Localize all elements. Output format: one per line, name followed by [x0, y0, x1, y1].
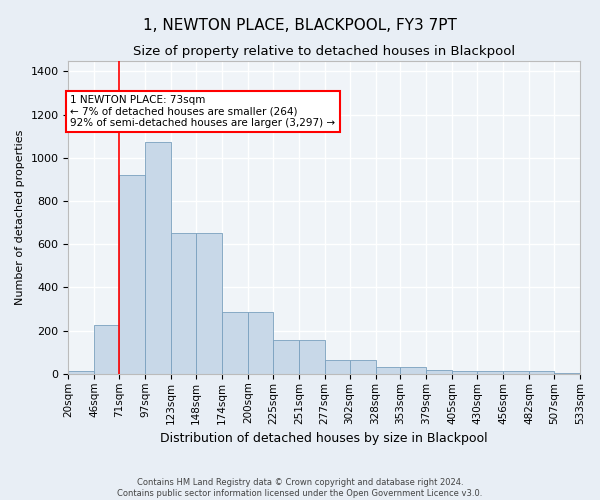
Bar — [273, 340, 299, 374]
Bar — [554, 373, 580, 374]
Bar — [171, 234, 196, 374]
Text: 1, NEWTON PLACE, BLACKPOOL, FY3 7PT: 1, NEWTON PLACE, BLACKPOOL, FY3 7PT — [143, 18, 457, 32]
Bar — [477, 372, 503, 374]
Bar — [119, 175, 145, 374]
Bar — [503, 372, 529, 374]
Bar — [376, 368, 400, 374]
Bar — [222, 312, 248, 374]
Bar — [145, 142, 171, 374]
Bar — [400, 368, 427, 374]
Text: 1 NEWTON PLACE: 73sqm
← 7% of detached houses are smaller (264)
92% of semi-deta: 1 NEWTON PLACE: 73sqm ← 7% of detached h… — [70, 95, 335, 128]
Bar — [427, 370, 452, 374]
X-axis label: Distribution of detached houses by size in Blackpool: Distribution of detached houses by size … — [160, 432, 488, 445]
Bar — [529, 372, 554, 374]
Bar — [325, 360, 350, 374]
Bar — [299, 340, 325, 374]
Bar — [452, 370, 477, 374]
Bar — [248, 312, 273, 374]
Bar — [68, 370, 94, 374]
Bar — [196, 234, 222, 374]
Bar — [350, 360, 376, 374]
Title: Size of property relative to detached houses in Blackpool: Size of property relative to detached ho… — [133, 45, 515, 58]
Text: Contains HM Land Registry data © Crown copyright and database right 2024.
Contai: Contains HM Land Registry data © Crown c… — [118, 478, 482, 498]
Bar — [94, 326, 119, 374]
Y-axis label: Number of detached properties: Number of detached properties — [15, 130, 25, 305]
